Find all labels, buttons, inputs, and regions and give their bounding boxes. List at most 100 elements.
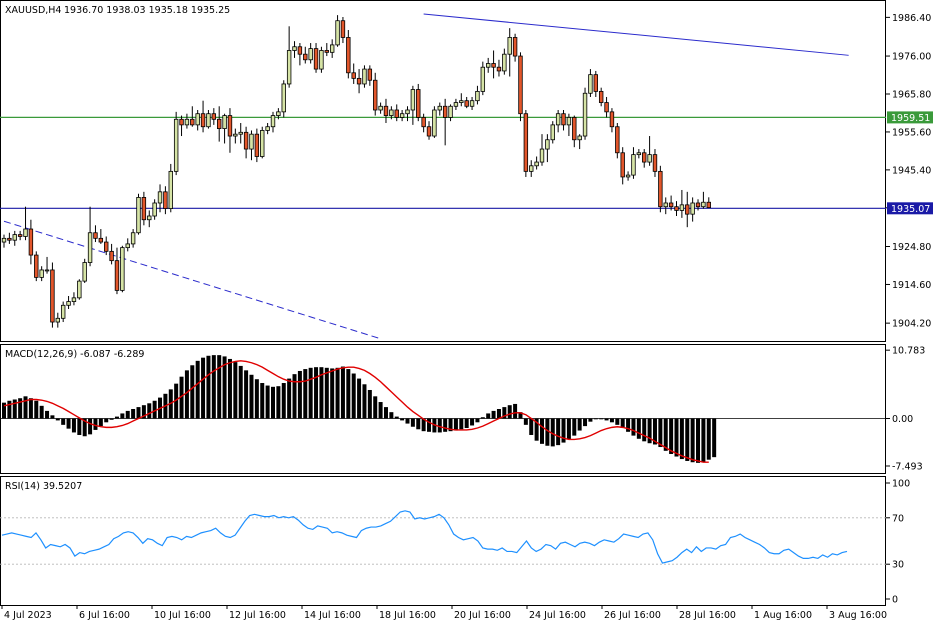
macd-histogram-bar (249, 374, 254, 419)
macd-histogram-bar (227, 358, 232, 419)
candle-bull (529, 165, 534, 172)
macd-histogram-bar (566, 418, 571, 440)
candle-bull (136, 197, 141, 234)
macd-histogram-bar (93, 418, 98, 430)
macd-histogram-bar (685, 418, 690, 461)
candle-bear (313, 48, 319, 70)
time-tick-label: 26 Jul 16:00 (604, 610, 661, 621)
candle-bull (195, 113, 200, 126)
macd-histogram-bar (292, 374, 297, 419)
macd-histogram-bar (330, 368, 335, 419)
candle-bull (636, 152, 642, 156)
macd-histogram-bar (626, 418, 631, 432)
rsi-tick-label: 100 (892, 479, 910, 490)
macd-histogram-bar (615, 418, 620, 425)
macd-histogram-bar (7, 400, 12, 419)
rsi-panel[interactable]: 100 70 30 0 RSI(14) 39.5207 (0, 476, 910, 606)
candle-bull (555, 113, 561, 126)
candle-bull (448, 105, 453, 118)
macd-histogram-bar (523, 418, 528, 425)
candle-bear (367, 68, 373, 81)
macd-histogram-bar (195, 360, 200, 419)
macd-histogram-bar (244, 370, 249, 419)
time-axis: 4 Jul 2023 6 Jul 16:00 10 Jul 16:00 12 Jul … (1, 605, 887, 621)
candle-bull (308, 48, 313, 61)
macd-histogram-bar (669, 418, 674, 454)
candle-bear (93, 232, 98, 239)
candle-bull (147, 215, 152, 221)
price-tick-label: 1945.40 (892, 165, 931, 176)
price-level-tag-label: 1935.07 (891, 204, 930, 215)
macd-histogram-bar (529, 418, 534, 435)
macd-histogram-bar (663, 418, 668, 451)
candle-bull (319, 50, 324, 70)
candle-bear (512, 37, 518, 57)
macd-histogram-bar (513, 403, 518, 419)
macd-histogram-bar (405, 418, 410, 424)
macd-histogram-bar (502, 407, 507, 419)
macd-histogram-bar (453, 418, 458, 431)
macd-histogram-bar (28, 398, 33, 419)
time-tick-label: 3 Aug 16:00 (829, 610, 887, 621)
macd-histogram-bar (459, 418, 464, 430)
candle-bull (157, 191, 163, 204)
macd-histogram-bar (238, 365, 243, 419)
trendlines[interactable] (3, 13, 849, 340)
macd-histogram-bar (550, 418, 555, 447)
candle-bull (582, 92, 588, 137)
candle-bull (292, 46, 297, 51)
candle-bull (647, 154, 652, 163)
candle-bull (485, 63, 491, 68)
candle-bull (389, 109, 394, 116)
macd-histogram-bar (314, 367, 319, 419)
macd-histogram-bar (114, 416, 119, 419)
candle-bull (550, 124, 555, 141)
candle-bear (598, 90, 604, 103)
candle-bull (55, 317, 60, 323)
candle-bear (109, 250, 114, 262)
macd-histogram-bar (620, 418, 625, 429)
macd-histogram-bar (561, 418, 566, 443)
macd-histogram-bar (141, 405, 146, 419)
macd-histogram-bar (437, 418, 442, 433)
macd-panel-frame (0, 344, 886, 474)
candle-bear (190, 118, 195, 126)
macd-histogram-bar (679, 418, 684, 460)
macd-histogram-bar (45, 410, 50, 419)
candle-bull (588, 74, 593, 94)
macd-histogram-bar (588, 418, 593, 422)
macd-histogram-bar (416, 418, 421, 430)
macd-histogram-bar (217, 355, 222, 419)
price-tick-label: 1955.60 (892, 127, 931, 138)
candle-bull (545, 139, 550, 150)
macd-histogram-bar (88, 418, 93, 435)
candle-bear (7, 237, 12, 241)
price-panel[interactable]: 1986.40 1976.00 1965.80 1955.60 1945.40 1935.… (0, 0, 933, 342)
macd-signal-path (3, 360, 709, 463)
macd-histogram-bar (475, 418, 480, 423)
rsi-line (1, 510, 848, 564)
candle-bear (346, 37, 351, 74)
candle-bull (701, 201, 706, 208)
candle-bull (378, 105, 383, 111)
macd-histogram-bar (98, 418, 103, 427)
candle-bear (254, 133, 260, 157)
candle-bear (658, 170, 663, 208)
candle-bull (44, 269, 50, 272)
candle-bull (66, 301, 71, 306)
macd-histogram-bar (540, 418, 544, 444)
macd-histogram-bar (297, 370, 302, 419)
candle-bull (539, 148, 545, 163)
candle-bear (416, 89, 421, 118)
candle-bull (130, 232, 136, 245)
candle-bull (82, 262, 87, 282)
macd-histogram-bar (308, 367, 313, 419)
macd-panel[interactable]: 10.783 0.00 -7.493 MACD(12,26,9) -6.087 -6… (0, 344, 925, 474)
macd-histogram-bar (66, 418, 71, 429)
candle-bull (168, 170, 173, 209)
candle-bull (71, 297, 77, 302)
candle-bear (141, 197, 147, 221)
candle-bear (604, 102, 609, 113)
macd-histogram-bar (491, 410, 496, 419)
